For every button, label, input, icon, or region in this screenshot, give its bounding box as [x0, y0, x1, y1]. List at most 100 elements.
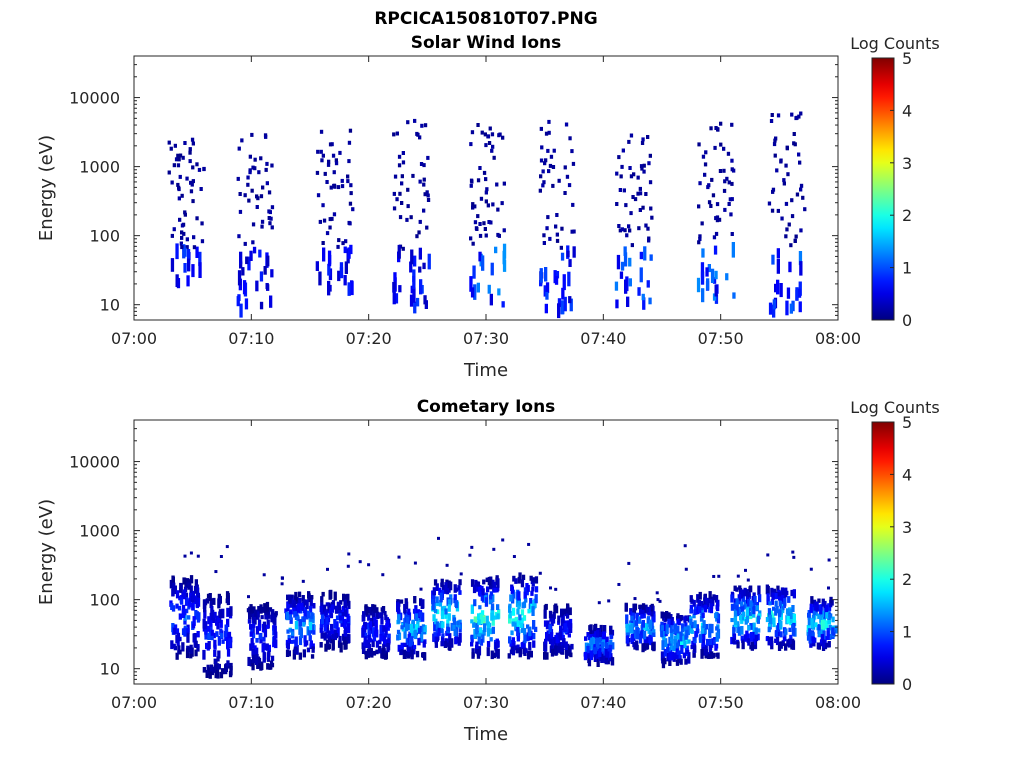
data-cell [616, 254, 621, 270]
data-cell [238, 209, 243, 214]
data-cell [784, 234, 788, 239]
data-cell [311, 615, 315, 623]
data-cell [595, 650, 600, 659]
data-cell [471, 241, 475, 246]
data-cell [473, 599, 477, 607]
data-cell [587, 658, 591, 663]
data-cell [704, 150, 708, 155]
data-cell [329, 613, 334, 619]
data-cell [493, 652, 497, 657]
data-cell [666, 652, 670, 662]
data-cell [440, 582, 444, 587]
data-cell [645, 643, 650, 649]
data-cell [774, 283, 778, 293]
data-cell [341, 605, 346, 614]
data-cell [219, 555, 223, 559]
data-cell [213, 649, 217, 657]
data-cell [319, 642, 323, 648]
data-cell [438, 622, 443, 629]
data-cell [712, 293, 717, 301]
data-cell [226, 648, 231, 657]
data-cell [397, 163, 402, 168]
data-cell [224, 664, 228, 675]
data-cell [700, 630, 704, 637]
data-cell [349, 183, 353, 188]
data-cell [713, 637, 717, 642]
data-cell [572, 246, 576, 258]
data-cell [637, 226, 641, 231]
data-cell [683, 626, 687, 632]
data-cell [640, 141, 645, 145]
data-cell [633, 197, 638, 202]
data-cell [675, 659, 680, 666]
data-cell [673, 639, 677, 647]
data-cell [175, 603, 179, 609]
data-cell [326, 634, 330, 639]
data-cell [512, 575, 516, 582]
data-cell [685, 629, 689, 638]
data-cell [195, 162, 199, 167]
data-cell [169, 146, 173, 151]
data-cell [532, 640, 536, 648]
data-cell [396, 634, 400, 641]
data-cell [207, 616, 211, 625]
data-cell [292, 639, 297, 644]
data-cell [774, 136, 778, 141]
data-cell [589, 650, 594, 661]
data-cell [395, 131, 399, 136]
data-cell [435, 628, 439, 638]
data-cell [475, 585, 479, 592]
data-cell [566, 250, 570, 257]
data-cell [568, 136, 572, 141]
data-cell [326, 609, 330, 614]
data-cell [382, 625, 386, 632]
data-cell [544, 303, 548, 314]
data-cell [692, 636, 696, 641]
data-cell [672, 645, 676, 652]
data-cell [758, 594, 762, 603]
data-cell [687, 639, 691, 644]
data-cell [560, 226, 564, 231]
data-cell [490, 148, 494, 153]
data-cell [591, 636, 596, 647]
data-cell [627, 139, 631, 144]
data-cell [347, 247, 351, 259]
data-cell [635, 641, 639, 650]
data-cell [752, 605, 756, 615]
data-cell [797, 114, 801, 119]
data-cell [660, 625, 665, 631]
data-cell [757, 628, 761, 633]
data-cell [239, 303, 243, 318]
data-cell [511, 637, 515, 643]
data-cell [593, 624, 597, 634]
data-cell [396, 629, 401, 634]
data-cell [410, 650, 414, 660]
data-cell [348, 128, 353, 133]
data-cell [567, 183, 572, 188]
data-cell [312, 603, 316, 609]
data-cell [620, 261, 625, 271]
data-cell [785, 227, 789, 232]
data-cell [745, 614, 750, 623]
data-cell [295, 610, 299, 617]
data-cell [771, 254, 775, 265]
data-cell [520, 618, 524, 629]
data-cell [336, 185, 341, 190]
data-cell [486, 203, 490, 208]
data-cell [189, 575, 194, 584]
data-cell [689, 595, 693, 603]
data-cell [491, 202, 495, 207]
data-cell [715, 632, 719, 642]
data-cell [822, 639, 826, 648]
data-cell [238, 192, 242, 196]
data-cell [263, 607, 267, 613]
data-cell [369, 626, 373, 634]
data-cell [419, 632, 424, 642]
data-cell [369, 606, 373, 616]
data-cell [183, 247, 187, 257]
data-cell [641, 137, 645, 142]
data-cell [247, 256, 251, 271]
data-cell [450, 622, 454, 631]
data-cell [770, 208, 775, 213]
data-cell [799, 111, 803, 116]
